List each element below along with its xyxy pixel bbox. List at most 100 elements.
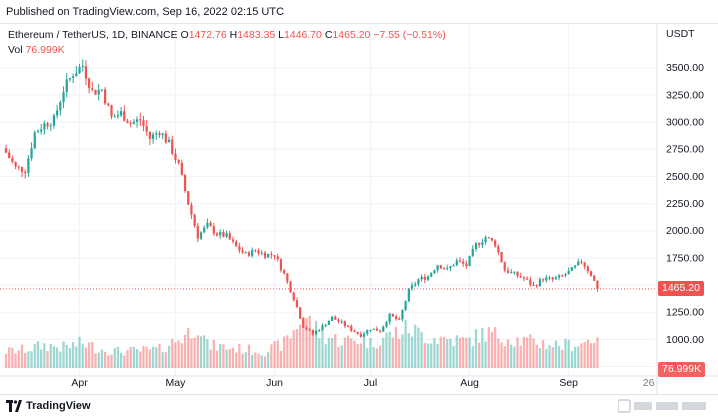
volume-bar [283,336,286,368]
volume-bar [110,354,113,368]
candle-body [494,240,497,247]
volume-bar [474,329,478,368]
volume-bar [394,327,398,368]
candle-body [174,153,177,160]
candle-body [554,277,558,280]
volume-bar [126,350,129,368]
volume-bar [545,348,548,368]
candle-body [164,133,167,143]
volume-bar [439,336,442,368]
candle-body [199,232,203,239]
candle-body [235,241,238,247]
candle-body [46,123,49,127]
candle-body [525,278,529,280]
volume-bar [129,346,132,368]
candle-body [589,271,593,276]
close-value: 1465.20 [332,29,371,41]
candle-body [324,324,327,326]
candle-body [215,233,219,236]
volume-bar [196,335,199,368]
volume-bar [75,346,78,368]
volume-bar [171,338,174,368]
price-axis[interactable]: 750.001000.001250.001500.001750.002000.0… [666,62,704,373]
volume-bar [167,345,171,368]
volume-bar [404,320,407,368]
volume-bar [554,340,558,368]
volume-bar [238,343,241,368]
chart-area[interactable]: 750.001000.001250.001500.001750.002000.0… [0,24,718,394]
volume-bar [516,337,519,368]
candle-body [564,274,567,276]
volume-bar [442,336,446,368]
volume-bar [573,346,577,368]
volume-bar [346,335,350,368]
volume-bar [251,354,254,368]
volume-bar [308,315,311,368]
volume-key: Vol [8,44,23,56]
symbol-label: Ethereum / TetherUS, 1D, BINANCE [8,29,178,41]
candle-body [350,326,353,331]
candle-body [110,105,113,117]
volume-bar [318,338,321,368]
volume-bar [177,340,180,368]
volume-bar [497,338,500,368]
candle-body [330,316,334,321]
candle-body [145,126,148,132]
price-tick-label: 3500.00 [666,62,704,74]
volume-bar [20,344,24,368]
published-header: Published on TradingView.com, Sep 16, 20… [0,0,718,24]
volume-bar [33,343,36,368]
candle-body [40,129,43,132]
volume-bar [289,338,292,368]
volume-bar [535,344,538,368]
candle-body [372,328,375,330]
time-tick-label: Apr [71,377,88,389]
candle-body [561,275,564,277]
volume-bar [30,351,33,368]
volume-bar [385,332,388,368]
candle-body [506,270,510,273]
volume-bar [366,348,369,368]
candle-body [541,279,545,281]
volume-bar [212,339,215,368]
candle-body [577,261,580,266]
candle-body [254,249,257,251]
candle-body [302,318,305,328]
price-chart[interactable]: 750.001000.001250.001500.001750.002000.0… [0,24,718,394]
volume-bar [519,345,522,368]
candle-body [43,123,46,130]
volume-bar [305,317,308,368]
volume-bar [525,337,529,368]
high-value: 1483.35 [237,29,276,41]
candle-body [142,120,145,127]
volume-bar [311,332,315,368]
volume-bar [88,342,91,368]
volume-bar [164,352,167,368]
volume-bar [116,346,120,368]
volume-bar [91,341,94,368]
candle-body [567,270,570,275]
candle-body [382,326,385,332]
volume-bar [40,349,43,368]
volume-bar [490,331,494,368]
volume-bar [455,335,458,368]
candle-body [36,131,40,133]
candle-body [97,89,100,95]
candle-body [72,76,75,78]
volume-bar [263,356,267,368]
candle-body [158,133,161,136]
candle-body [276,256,279,260]
volume-bar [446,339,449,368]
candle-body [30,148,33,159]
volume-bar [257,353,260,368]
candle-body [305,327,308,330]
time-axis[interactable]: Apr May Jun Jul Aug Sep 26 [71,377,654,389]
volume-bar [247,344,251,368]
candle-body [538,279,542,286]
candle-body [359,333,362,337]
candle-body [311,330,315,335]
footer: TradingView [0,394,718,417]
volume-bar [158,343,161,368]
candle-body [369,329,372,331]
price-tick-label: 1250.00 [666,307,704,319]
